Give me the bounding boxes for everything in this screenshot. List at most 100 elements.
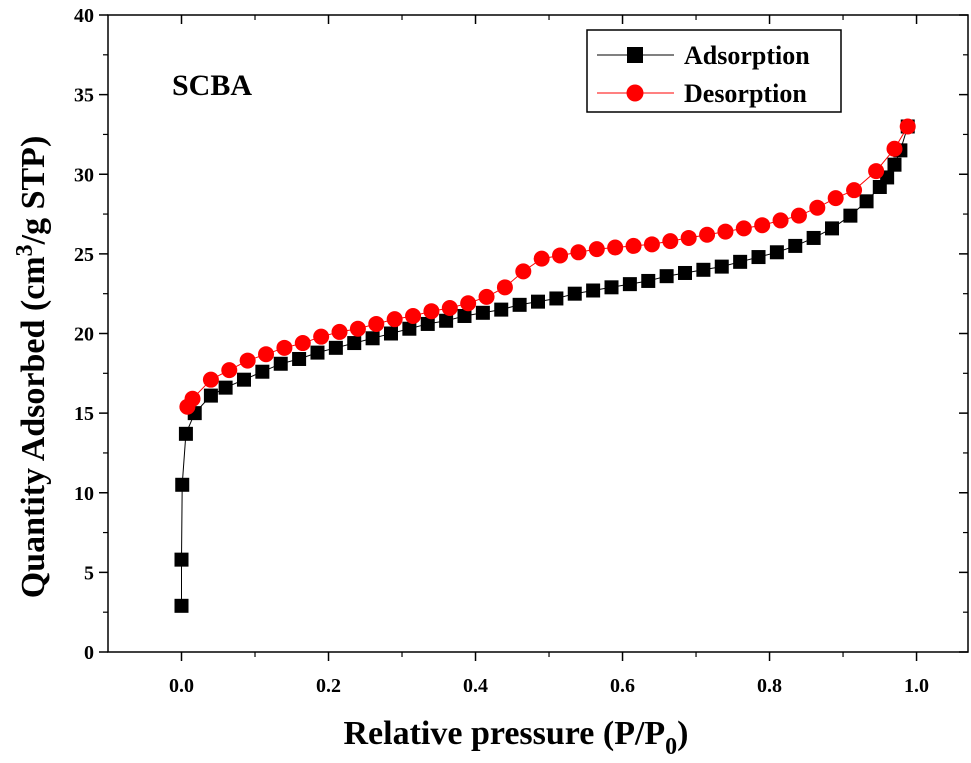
data-point-desorption: [643, 236, 660, 253]
data-point-desorption: [276, 339, 293, 356]
data-point-desorption: [699, 226, 716, 243]
y-tick-label: 40: [74, 5, 94, 27]
data-point-desorption: [735, 220, 752, 237]
y-axis-title: Quantity Adsorbed (cm3/g STP): [12, 136, 52, 599]
data-point-desorption: [179, 398, 196, 415]
data-point-desorption: [496, 279, 513, 296]
data-point-desorption: [349, 320, 366, 337]
data-point-adsorption: [733, 254, 748, 269]
data-point-desorption: [625, 237, 642, 254]
y-tick-label: 0: [84, 642, 94, 664]
y-axis-title-superscript: 3: [12, 244, 38, 256]
panel-label: SCBA: [172, 69, 252, 102]
data-point-desorption: [533, 250, 550, 267]
y-tick-label: 20: [74, 324, 94, 346]
data-point-adsorption: [843, 208, 858, 223]
series-line-adsorption: [181, 126, 909, 606]
y-tick-label: 15: [74, 403, 94, 425]
data-point-adsorption: [678, 265, 693, 280]
x-axis-title-main: Relative pressure (P/P: [344, 715, 666, 752]
y-tick-label: 5: [84, 562, 94, 584]
data-point-desorption: [478, 288, 495, 305]
data-point-adsorption: [236, 372, 251, 387]
data-point-desorption: [423, 303, 440, 320]
x-tick-label: 0.4: [463, 675, 488, 697]
data-point-adsorption: [567, 286, 582, 301]
data-point-desorption: [405, 307, 422, 324]
data-point-adsorption: [174, 598, 189, 613]
data-point-adsorption: [622, 277, 637, 292]
data-point-adsorption: [365, 331, 380, 346]
data-point-desorption: [790, 207, 807, 224]
data-point-adsorption: [806, 230, 821, 245]
y-tick-label: 25: [74, 244, 94, 266]
data-point-adsorption: [696, 262, 711, 277]
legend-desorption-marker: [626, 84, 644, 102]
data-point-adsorption: [531, 294, 545, 309]
data-point-adsorption: [769, 245, 784, 260]
x-tick-label: 0.0: [169, 675, 194, 697]
data-point-desorption: [809, 199, 826, 216]
data-point-adsorption: [825, 221, 840, 236]
data-point-desorption: [662, 233, 679, 250]
data-point-desorption: [258, 346, 275, 363]
data-point-adsorption: [203, 388, 218, 403]
data-point-adsorption: [439, 313, 454, 328]
x-axis-title: Relative pressure (P/P0): [344, 715, 689, 760]
y-tick-label: 10: [74, 483, 94, 505]
data-point-adsorption: [475, 305, 490, 320]
data-point-adsorption: [402, 321, 417, 336]
data-point-desorption: [221, 362, 238, 379]
x-tick-label: 0.8: [757, 675, 782, 697]
data-point-desorption: [239, 352, 256, 369]
data-point-adsorption: [218, 380, 233, 395]
data-point-adsorption: [310, 345, 325, 360]
x-tick-label: 0.6: [610, 675, 635, 697]
data-point-desorption: [202, 371, 219, 388]
x-tick-label: 1.0: [904, 675, 929, 697]
y-tick-label: 35: [74, 85, 94, 107]
y-axis-title-end: /g STP): [15, 136, 52, 246]
data-point-adsorption: [604, 280, 619, 295]
x-axis-title-subscript: 0: [665, 734, 677, 760]
data-point-desorption: [313, 328, 330, 345]
y-tick-label: 30: [74, 164, 94, 186]
data-point-adsorption: [328, 340, 343, 355]
data-point-desorption: [772, 212, 789, 229]
data-point-adsorption: [751, 250, 766, 265]
data-point-adsorption: [494, 302, 509, 317]
data-point-adsorption: [512, 297, 527, 312]
data-point-adsorption: [347, 336, 362, 351]
data-point-adsorption: [880, 170, 895, 185]
data-point-adsorption: [549, 291, 564, 306]
data-point-desorption: [515, 263, 532, 280]
data-point-adsorption: [174, 552, 189, 567]
data-point-desorption: [868, 163, 885, 180]
data-point-desorption: [827, 190, 844, 207]
legend-adsorption-marker: [627, 47, 643, 63]
data-point-adsorption: [175, 477, 190, 492]
data-point-desorption: [368, 315, 385, 332]
data-point-desorption: [680, 229, 697, 246]
data-point-adsorption: [383, 326, 398, 341]
data-point-adsorption: [859, 194, 874, 209]
legend-desorption-label: Desorption: [684, 79, 807, 108]
data-point-desorption: [294, 335, 311, 352]
data-point-desorption: [588, 241, 605, 258]
data-point-desorption: [846, 182, 863, 199]
plot-area: 0.0 0.2 0.4 0.6 0.8 1.0 0 5 10 15 20 25 30 35 40: [74, 5, 969, 697]
data-point-desorption: [441, 300, 458, 317]
legend: Adsorption Desorption: [586, 29, 842, 113]
data-point-desorption: [899, 118, 916, 135]
x-axis-title-end: ): [677, 715, 688, 752]
data-point-adsorption: [178, 426, 193, 441]
data-point-adsorption: [788, 238, 803, 253]
data-point-desorption: [460, 295, 477, 312]
data-point-desorption: [717, 223, 734, 240]
data-point-adsorption: [887, 157, 902, 172]
data-point-desorption: [386, 311, 403, 328]
data-point-adsorption: [586, 283, 601, 298]
data-point-desorption: [331, 323, 348, 340]
data-point-desorption: [552, 247, 569, 264]
